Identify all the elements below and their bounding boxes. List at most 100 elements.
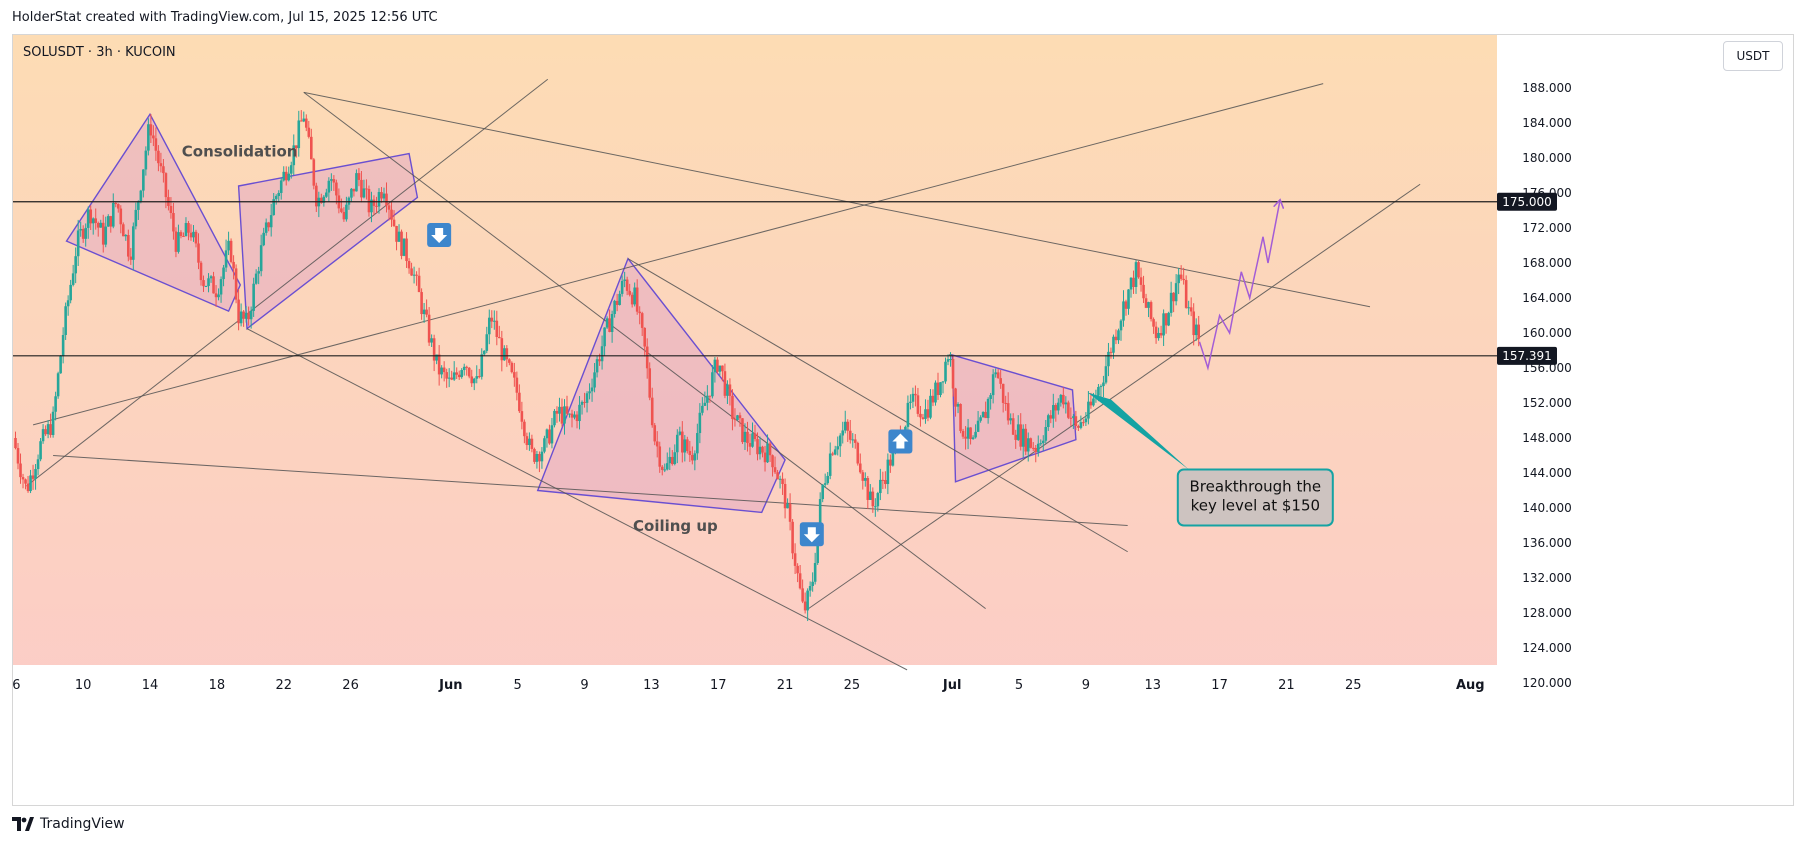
candle-body xyxy=(886,459,890,485)
candle-body xyxy=(1019,424,1023,447)
candle-body xyxy=(615,300,619,305)
candle-body xyxy=(274,196,278,200)
candle-body xyxy=(996,372,1000,379)
candle-body xyxy=(159,163,163,167)
candle-body xyxy=(520,411,524,422)
candle-body xyxy=(846,421,850,431)
currency-button[interactable]: USDT xyxy=(1723,41,1783,71)
price-tick-label: 144.000 xyxy=(1522,466,1572,480)
candle-body xyxy=(736,415,739,420)
candle-body xyxy=(1039,443,1043,445)
price-chart[interactable]: Consolidation Coiling up Breakthrough thek… xyxy=(13,35,1793,805)
candle-body xyxy=(322,196,326,203)
candle-body xyxy=(1009,418,1012,421)
candle-body xyxy=(751,433,754,447)
candle-body xyxy=(174,231,178,252)
candle-body xyxy=(673,452,677,465)
candle-body xyxy=(696,433,699,454)
candle-body xyxy=(600,346,604,362)
candle-body xyxy=(229,240,233,262)
candle-body xyxy=(142,169,145,191)
candle-body xyxy=(76,230,80,257)
candle-body xyxy=(31,475,35,479)
candle-body xyxy=(1097,387,1100,396)
candle-body xyxy=(743,431,747,443)
candle-body xyxy=(848,430,852,440)
price-axis: 120.000 124.000 128.000 132.000 136.000 140.0… xyxy=(1497,81,1572,690)
time-tick-label: 21 xyxy=(777,678,794,693)
candle-body xyxy=(553,410,556,426)
candle-body xyxy=(172,213,175,232)
candle-body xyxy=(603,327,606,347)
candle-body xyxy=(372,199,376,206)
candle-body xyxy=(783,484,787,509)
candle-body xyxy=(956,404,960,407)
candle-body xyxy=(590,387,594,392)
price-tick-label: 188.000 xyxy=(1522,81,1572,95)
candle-body xyxy=(367,188,371,213)
candle-body xyxy=(961,430,965,437)
candle-body xyxy=(919,413,922,418)
chart-pattern xyxy=(237,152,419,330)
candle-body xyxy=(969,427,972,440)
candle-body xyxy=(821,484,824,500)
candle-body xyxy=(1072,416,1075,418)
candle-body xyxy=(147,124,150,151)
candle-body xyxy=(422,309,426,315)
candle-body xyxy=(1154,326,1158,339)
candle-body xyxy=(951,359,955,389)
price-candles xyxy=(14,110,1200,622)
candle-body xyxy=(771,455,774,468)
candle-body xyxy=(397,231,401,242)
candle-body xyxy=(470,376,474,384)
price-tick-label: 128.000 xyxy=(1522,606,1572,620)
candle-body xyxy=(325,192,328,197)
candle-body xyxy=(199,262,203,281)
candle-body xyxy=(964,436,967,439)
chart-frame[interactable]: Consolidation Coiling up Breakthrough the k… xyxy=(12,34,1794,806)
candle-body xyxy=(1034,447,1038,452)
candle-body xyxy=(21,477,25,480)
price-tick-label: 168.000 xyxy=(1522,256,1572,270)
candle-body xyxy=(668,456,672,464)
candle-body xyxy=(625,279,629,291)
candle-body xyxy=(1082,422,1085,424)
candle-body xyxy=(252,283,255,311)
down-arrow-icon-glyph xyxy=(431,228,448,243)
candle-body xyxy=(460,370,464,378)
candle-body xyxy=(119,208,123,225)
coiling-label: Coiling up xyxy=(633,517,718,535)
candle-body xyxy=(954,388,957,407)
candle-body xyxy=(823,483,827,485)
candle-body xyxy=(184,223,188,237)
candle-body xyxy=(746,431,749,444)
chart-patterns xyxy=(65,112,1077,514)
candle-body xyxy=(437,354,441,375)
candle-body xyxy=(400,231,403,256)
candle-body xyxy=(1167,312,1170,326)
candle-body xyxy=(482,350,486,355)
candle-body xyxy=(583,401,586,403)
candle-body xyxy=(412,274,416,276)
candle-body xyxy=(380,192,383,199)
candle-body xyxy=(1054,405,1058,411)
price-tick-label: 120.000 xyxy=(1522,676,1572,690)
tradingview-brand[interactable]: TradingView xyxy=(12,816,125,832)
candle-body xyxy=(1124,301,1128,309)
candle-body xyxy=(558,406,561,414)
candle-body xyxy=(132,226,135,260)
candle-body xyxy=(447,377,451,379)
candle-body xyxy=(813,562,817,582)
candle-body xyxy=(721,365,724,372)
candle-body xyxy=(879,479,882,494)
candle-body xyxy=(788,503,792,522)
candle-body xyxy=(1102,382,1105,387)
candle-body xyxy=(86,209,90,228)
candle-body xyxy=(16,448,20,464)
candle-body xyxy=(227,240,230,251)
candle-body xyxy=(272,199,276,216)
candle-body xyxy=(182,236,185,238)
candle-body xyxy=(44,429,47,435)
candle-body xyxy=(402,238,406,256)
candle-body xyxy=(538,453,541,462)
